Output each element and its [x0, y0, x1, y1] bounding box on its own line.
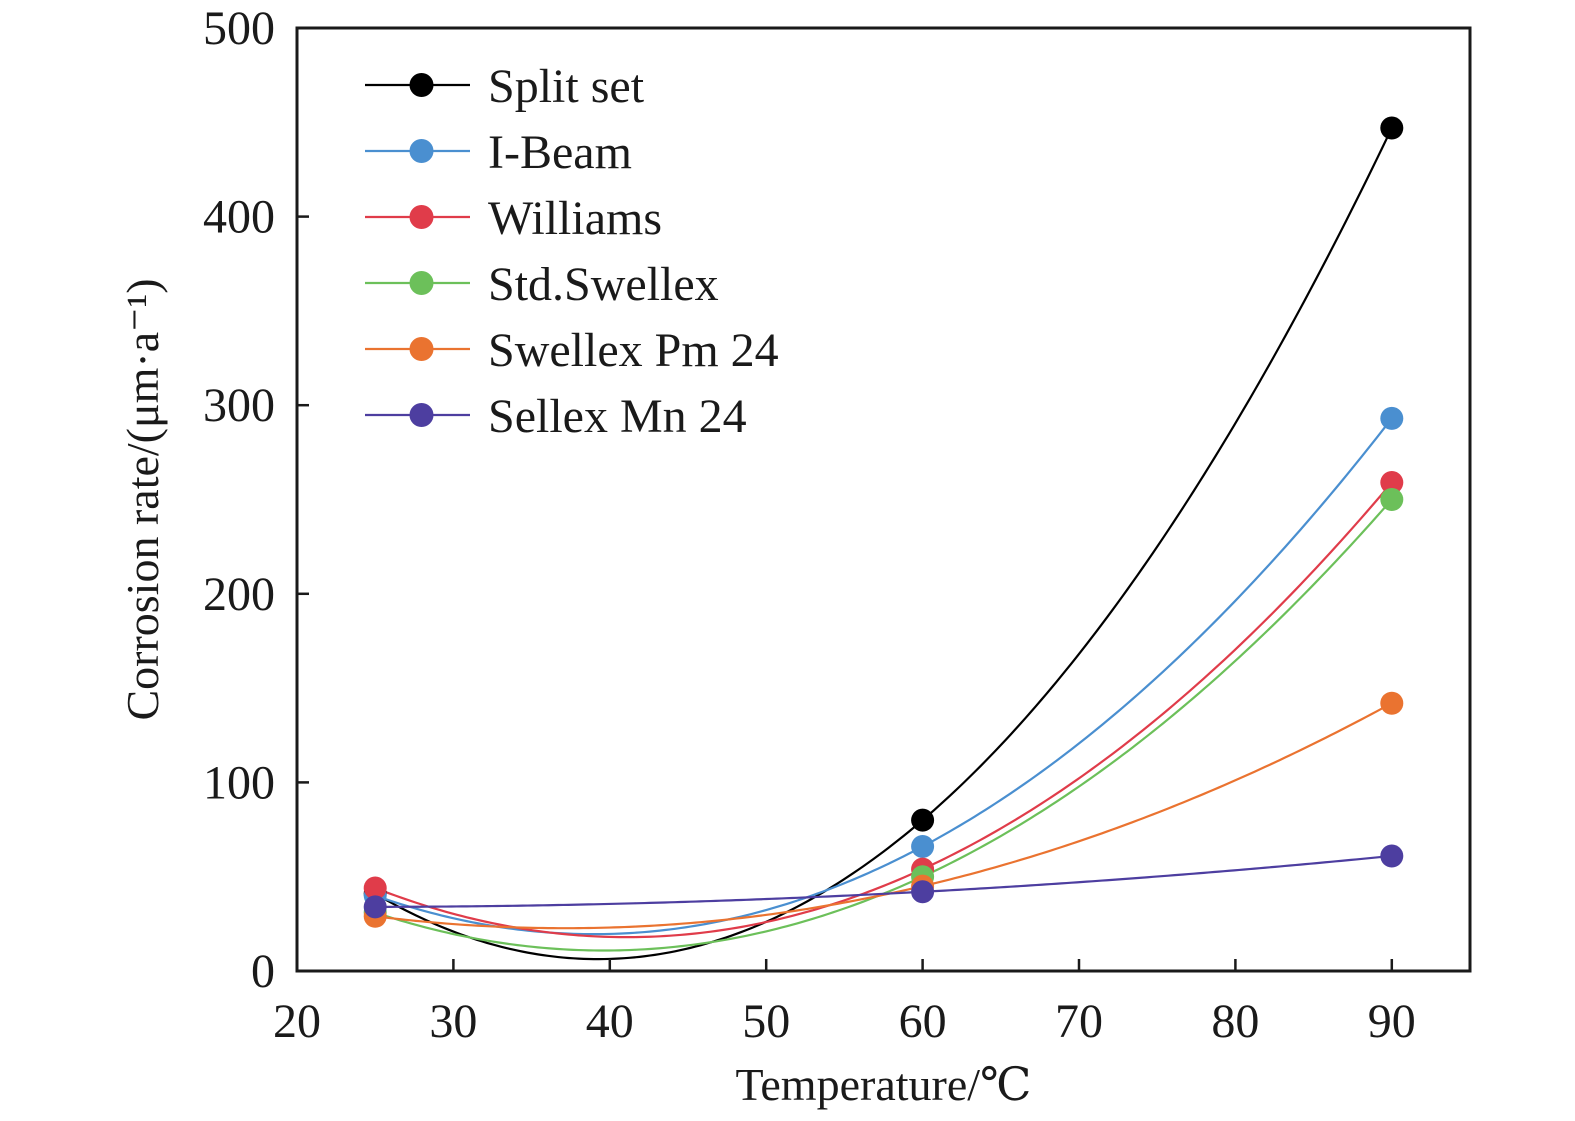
data-point [1380, 471, 1404, 495]
data-point [1380, 844, 1404, 868]
ticks-layer: 20 30 40 50 60 70 80 90 0 100 200 300 400 500 [203, 2, 1416, 1048]
x-axis-label: Temperature/℃ [736, 1059, 1032, 1110]
data-point [1380, 406, 1404, 430]
series-line-5 [375, 854, 1392, 908]
series-line-1 [374, 417, 1393, 936]
legend-item: Split set [365, 60, 645, 113]
data-point [911, 808, 935, 832]
series-line-2 [374, 481, 1393, 939]
data-point [1380, 691, 1404, 715]
x-tick-label: 20 [273, 995, 321, 1048]
data-point [1380, 116, 1404, 140]
legend-label: Williams [488, 192, 662, 245]
y-tick-label: 400 [203, 191, 275, 244]
legend-marker [409, 139, 434, 163]
y-tick-label: 500 [203, 2, 275, 55]
x-tick-label: 40 [586, 995, 634, 1048]
x-tick-label: 60 [899, 995, 947, 1048]
x-tick-label: 30 [429, 995, 477, 1048]
legend-label: Swellex Pm 24 [488, 324, 779, 377]
y-axis-label: Corrosion rate/(μm·a⁻¹) [117, 278, 168, 720]
legend-marker [409, 337, 434, 361]
y-tick-label: 300 [203, 379, 275, 432]
legend-marker [409, 205, 434, 229]
legend-label: Sellex Mn 24 [488, 390, 747, 443]
x-tick-label: 80 [1211, 995, 1259, 1048]
legend-label: Std.Swellex [488, 258, 719, 311]
x-tick-label: 70 [1055, 995, 1103, 1048]
y-tick-label: 0 [251, 945, 275, 998]
series-line-3 [374, 498, 1393, 952]
series-layer [363, 116, 1404, 961]
data-point [911, 880, 935, 904]
data-point [363, 876, 387, 900]
data-point [363, 895, 387, 919]
legend-item: Sellex Mn 24 [365, 390, 747, 443]
legend-marker [409, 403, 434, 427]
legend-marker [409, 73, 434, 97]
legend-marker [409, 271, 434, 295]
series-line-0 [374, 127, 1393, 961]
y-tick-label: 200 [203, 568, 275, 621]
data-point [911, 835, 935, 859]
legend: Split set I-Beam Williams Std.Swellex Swelle… [365, 60, 779, 443]
x-tick-label: 50 [742, 995, 790, 1048]
x-tick-label: 90 [1368, 995, 1416, 1048]
legend-item: I-Beam [365, 126, 632, 179]
data-point [1380, 488, 1404, 511]
legend-label: Split set [488, 60, 645, 113]
legend-item: Std.Swellex [365, 258, 719, 311]
legend-item: Swellex Pm 24 [365, 324, 779, 377]
y-tick-label: 100 [203, 756, 275, 809]
legend-label: I-Beam [488, 126, 632, 179]
plot-frame [295, 26, 1472, 973]
legend-item: Williams [365, 192, 662, 245]
